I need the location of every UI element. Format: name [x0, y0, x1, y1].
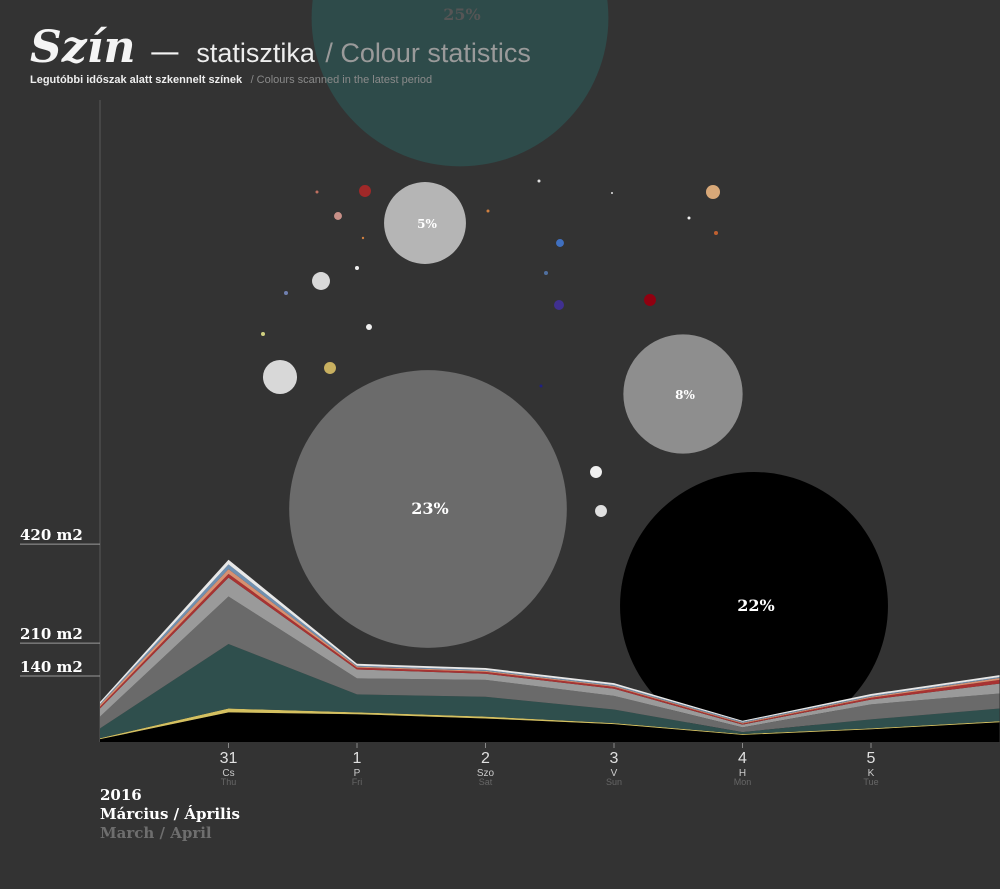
day-en: Sat — [479, 777, 493, 787]
months-en: March / April — [100, 824, 212, 842]
x-tick-label: 2 — [481, 750, 490, 767]
day-en: Mon — [734, 777, 752, 787]
title-dash: — — [150, 35, 180, 70]
day-hu: P — [354, 768, 361, 779]
bubble — [590, 466, 602, 478]
bubble — [687, 216, 691, 220]
bubble — [554, 300, 564, 310]
day-hu: K — [868, 768, 875, 779]
bubble-label: 8% — [675, 388, 695, 402]
bubble — [595, 505, 607, 517]
day-en: Thu — [221, 777, 237, 787]
x-tick-label: 1 — [353, 750, 362, 767]
bubble — [354, 265, 360, 271]
x-tick-label: 3 — [610, 750, 619, 767]
bubble — [610, 191, 614, 195]
y-tick-label: 210 m2 — [20, 625, 83, 643]
bubble — [537, 179, 541, 183]
x-tick-label: 5 — [867, 750, 876, 767]
day-hu: Cs — [222, 768, 234, 779]
bubble — [260, 331, 266, 337]
bubble — [283, 290, 289, 296]
day-en: Tue — [863, 777, 878, 787]
bubble — [359, 185, 371, 197]
area-layer — [100, 644, 1000, 739]
subtitle: Legutóbbi időszak alatt szkennelt színek… — [30, 70, 432, 87]
year: 2016 — [100, 786, 142, 804]
bubble — [623, 334, 743, 454]
subtitle-hu: Legutóbbi időszak alatt szkennelt színek — [30, 74, 243, 86]
x-tick-label: 4 — [738, 750, 747, 767]
area-layer — [100, 712, 1000, 742]
bubble-label: 23% — [411, 499, 448, 518]
bubble — [361, 236, 365, 240]
y-tick-label: 420 m2 — [20, 526, 83, 544]
bubble — [556, 239, 564, 247]
bubble — [289, 370, 567, 648]
bubble-label: 5% — [417, 217, 437, 231]
bubble-label: 25% — [443, 5, 480, 24]
bubble — [312, 272, 330, 290]
day-hu: H — [739, 768, 746, 779]
bubbles: 25% 5% 8% 23% 22% — [260, 0, 888, 740]
subtitle-en: / Colours scanned in the latest period — [251, 74, 433, 86]
bubble — [644, 294, 656, 306]
day-hu: Szo — [477, 768, 495, 779]
day-en: Fri — [352, 777, 363, 787]
bubble-label: 22% — [737, 596, 774, 615]
bubble — [705, 184, 721, 200]
bubble — [384, 182, 466, 264]
day-hu: V — [611, 768, 618, 779]
bubble — [366, 324, 372, 330]
bubble — [324, 362, 336, 374]
day-en: Sun — [606, 777, 622, 787]
x-tick-label: 31 — [220, 750, 238, 767]
bubble — [539, 384, 543, 388]
bubble — [315, 190, 319, 194]
bubble — [620, 472, 888, 740]
bubble — [486, 209, 490, 213]
bubble — [713, 230, 719, 236]
title: Szín — statisztika / Colour statistics — [30, 22, 531, 73]
title-en: / Colour statistics — [325, 38, 531, 68]
title-hu: statisztika — [196, 38, 316, 68]
months-hu: Március / Április — [100, 805, 240, 823]
bubble — [311, 0, 609, 167]
y-tick-label: 140 m2 — [20, 658, 83, 676]
bubble — [334, 212, 342, 220]
bubble — [262, 359, 298, 395]
bubble — [543, 270, 549, 276]
title-main: Szín — [30, 22, 135, 73]
